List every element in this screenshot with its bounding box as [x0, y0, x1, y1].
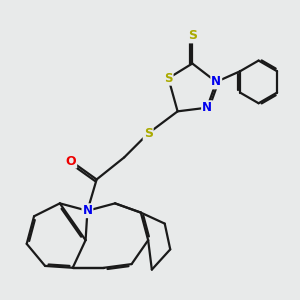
Text: N: N — [82, 204, 92, 217]
Text: O: O — [66, 154, 76, 167]
Text: N: N — [202, 101, 212, 114]
Text: S: S — [164, 72, 173, 85]
Text: S: S — [188, 29, 197, 42]
Text: N: N — [211, 75, 221, 88]
Text: S: S — [144, 127, 153, 140]
